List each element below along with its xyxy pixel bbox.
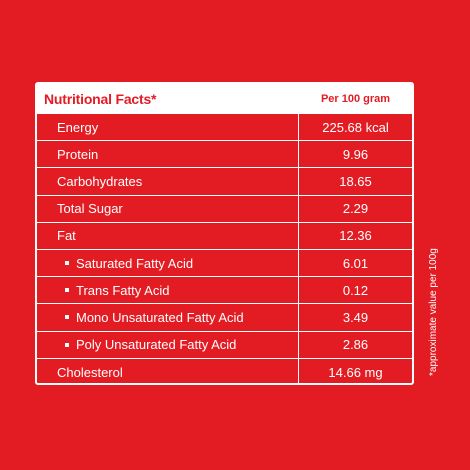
table-row: Poly Unsaturated Fatty Acid 2.86 [37, 331, 412, 359]
nutrient-value: 3.49 [342, 309, 369, 325]
nutrient-name: Cholesterol [37, 358, 299, 383]
nutrient-name: Total Sugar [37, 195, 299, 222]
nutrient-name: Carbohydrates [37, 168, 299, 195]
table-row: Mono Unsaturated Fatty Acid 3.49 [37, 304, 412, 332]
bullet-icon [65, 288, 69, 293]
table-row: Protein 9.96 [37, 141, 412, 169]
nutrient-name: Trans Fatty Acid [76, 282, 170, 298]
nutrient-name: Mono Unsaturated Fatty Acid [76, 309, 244, 325]
bullet-icon [65, 261, 69, 266]
bullet-icon [65, 315, 69, 320]
table-row: Fat 12.36 [37, 222, 412, 250]
unit-header: Per 100 gram [320, 93, 391, 105]
nutrient-value: 9.96 [342, 146, 369, 162]
table-title: Nutritional Facts* [44, 91, 157, 107]
table-row: Saturated Fatty Acid 6.01 [37, 249, 412, 278]
nutrition-table: Nutritional Facts* Per 100 gram Energy 2… [35, 82, 414, 385]
sub-nutrient-cell: Mono Unsaturated Fatty Acid [37, 304, 299, 331]
table-row: Total Sugar 2.29 [37, 195, 412, 223]
table-row: Carbohydrates 18.65 [37, 168, 412, 196]
nutrient-name: Protein [37, 141, 299, 168]
nutrient-value: 6.01 [342, 255, 369, 271]
sub-nutrient-cell: Poly Unsaturated Fatty Acid [37, 331, 299, 358]
table-row: Energy 225.68 kcal [37, 114, 412, 142]
nutrient-name: Fat [37, 222, 299, 249]
table-row: Trans Fatty Acid 0.12 [37, 277, 412, 305]
nutrient-value: 2.29 [342, 201, 369, 217]
nutrient-name: Saturated Fatty Acid [76, 255, 194, 271]
nutrient-value: 14.66 mg [328, 364, 383, 380]
sub-nutrient-cell: Trans Fatty Acid [37, 277, 299, 304]
nutrient-value: 12.36 [339, 228, 372, 244]
table-row: Cholesterol 14.66 mg [37, 358, 412, 383]
nutrient-value: 225.68 kcal [322, 119, 389, 135]
footnote: *approximate value per 100g [428, 248, 439, 376]
bullet-icon [65, 342, 69, 347]
nutrient-value: 18.65 [339, 173, 372, 189]
nutrient-value: 0.12 [342, 282, 369, 298]
nutrient-name: Poly Unsaturated Fatty Acid [76, 337, 237, 353]
nutrient-value: 2.86 [342, 337, 369, 353]
table-header: Nutritional Facts* Per 100 gram [37, 84, 412, 114]
nutrient-name: Energy [37, 114, 299, 141]
sub-nutrient-cell: Saturated Fatty Acid [37, 249, 299, 277]
